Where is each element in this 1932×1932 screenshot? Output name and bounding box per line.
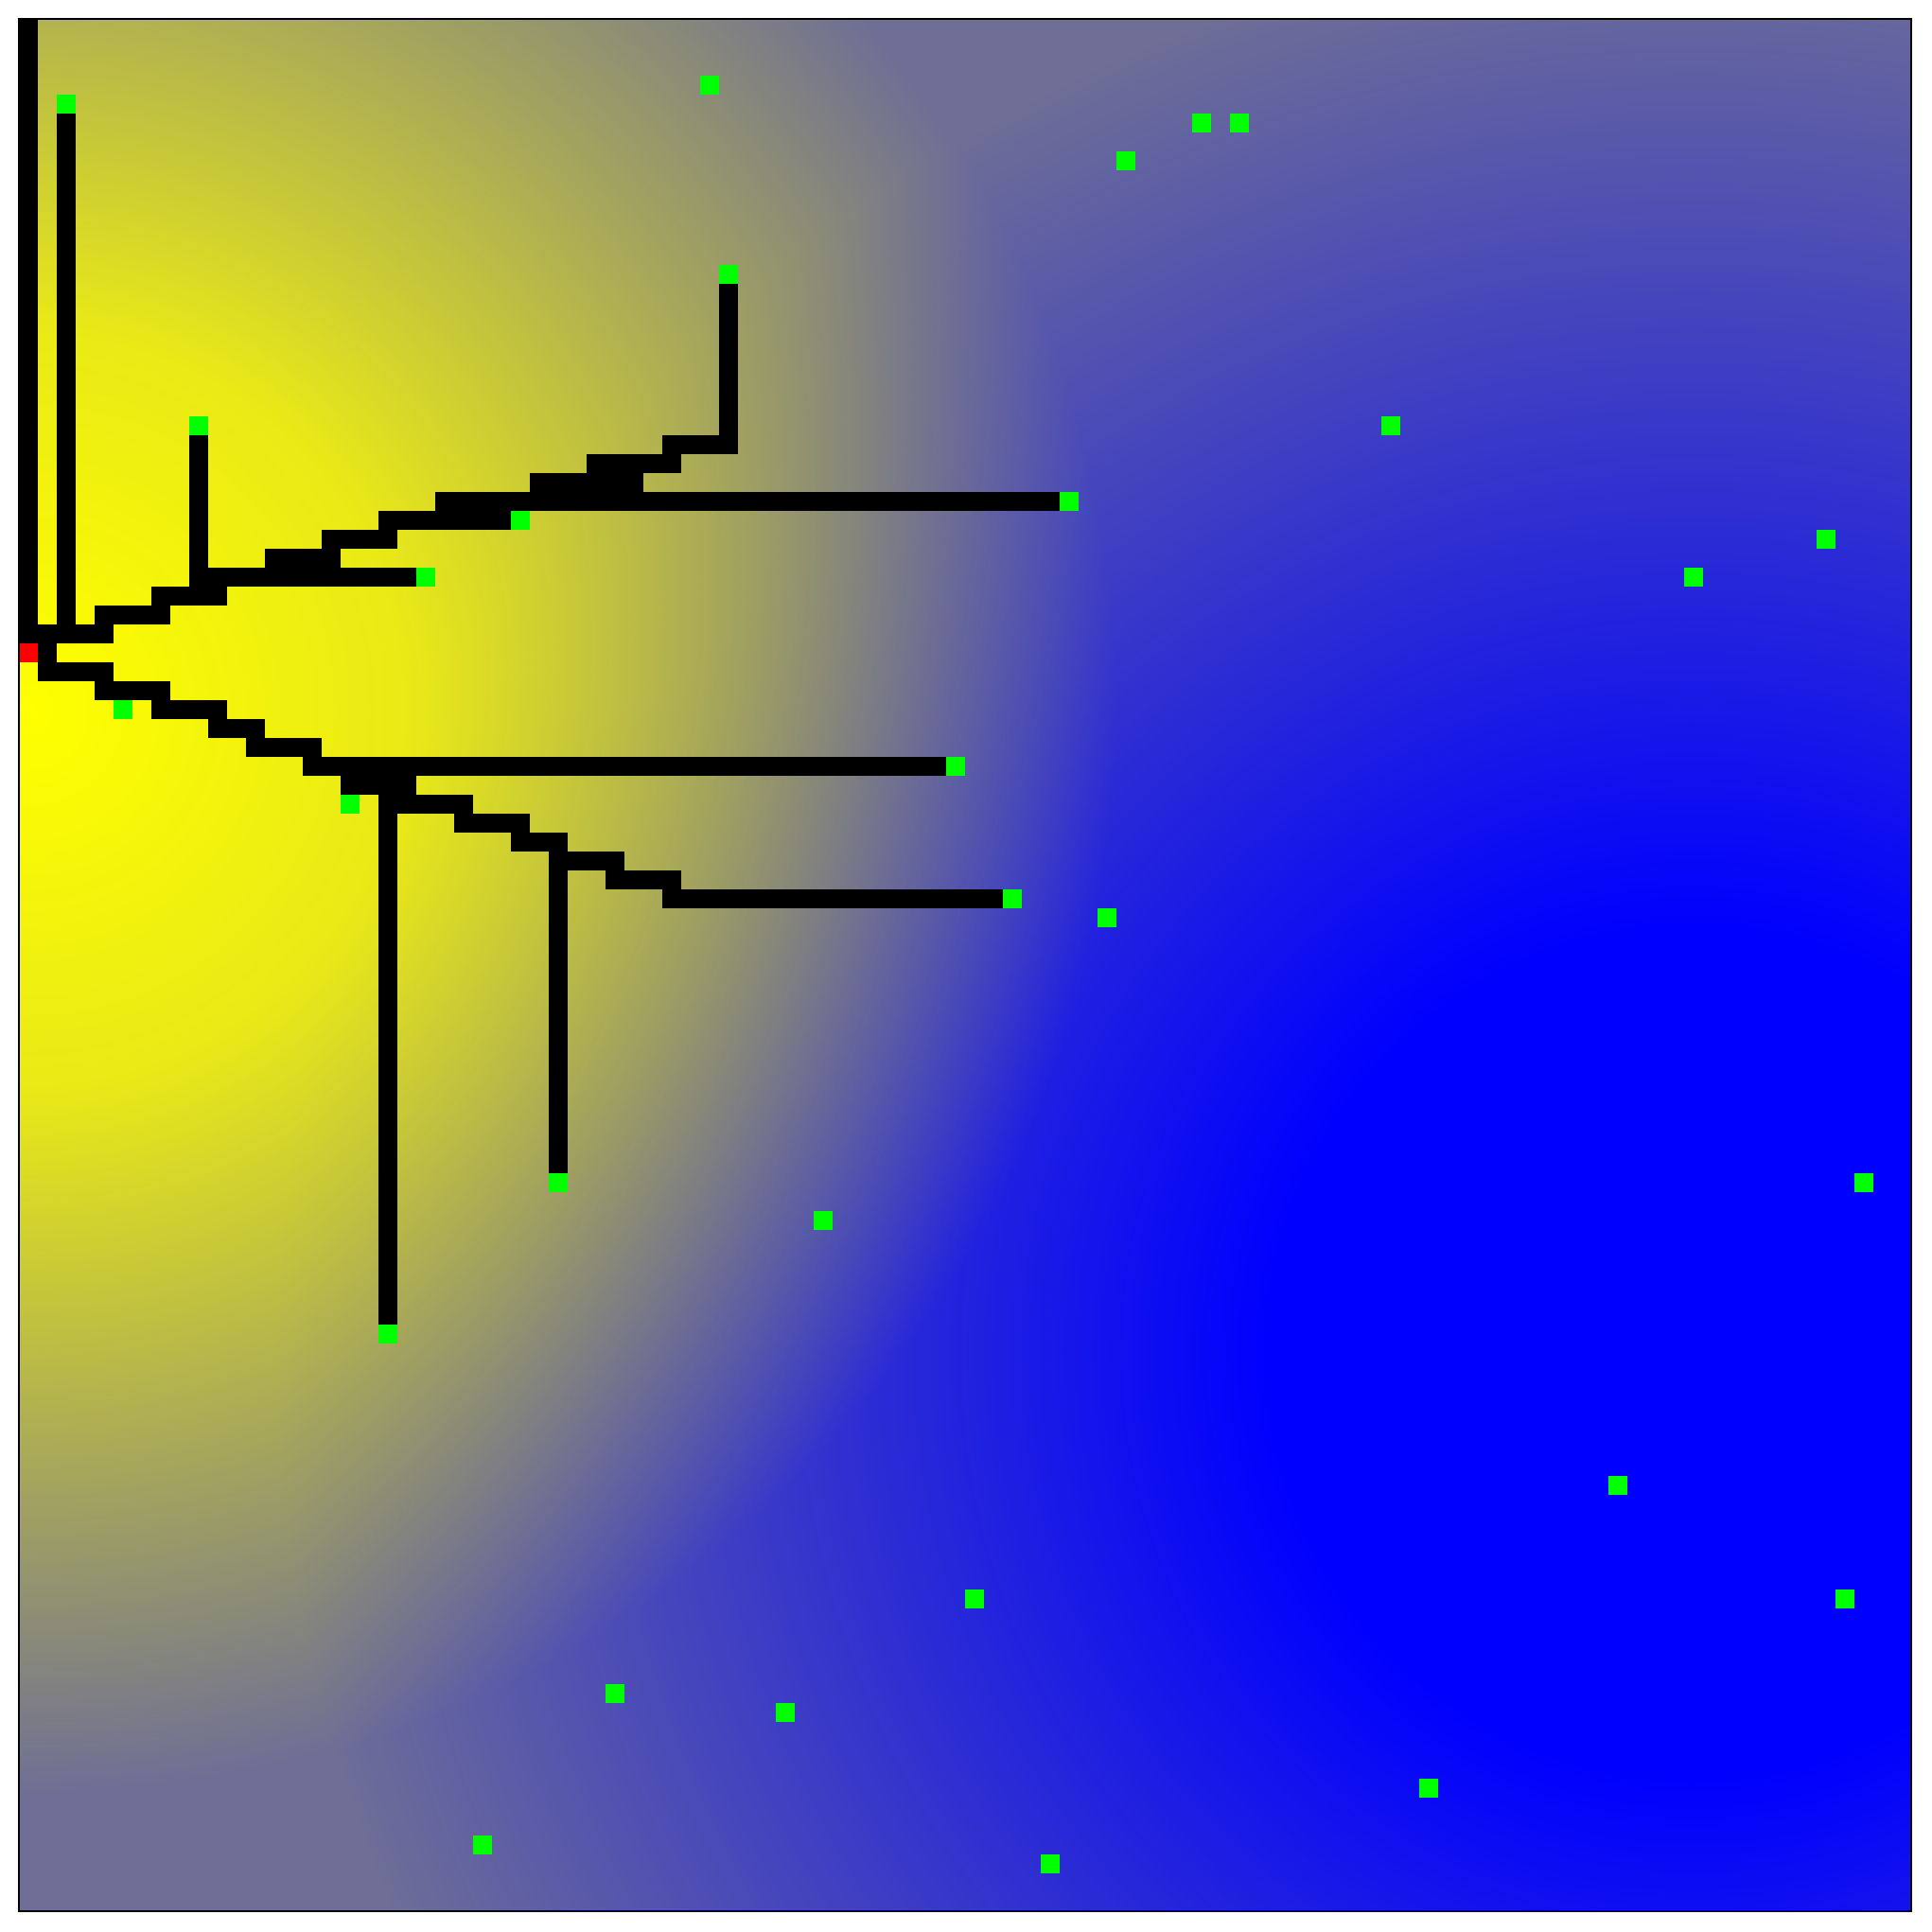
path-segment-3 [95,606,170,624]
path-segment-32 [662,889,1003,908]
goal-marker-13 [114,700,132,719]
source-marker [19,643,38,662]
goal-marker-10 [1817,530,1835,549]
source-marker-layer [19,643,38,662]
goal-marker-21 [378,1325,397,1344]
goal-marker-4 [1116,151,1135,170]
path-segment-20 [151,700,227,719]
path-segment-25 [378,776,397,1325]
goal-marker-28 [473,1835,492,1854]
path-segment-18 [38,662,114,681]
goal-marker-18 [549,1173,568,1192]
path-segment-5 [189,435,208,587]
path-segment-30 [549,852,568,1173]
path-segment-9 [322,530,397,549]
goal-marker-25 [606,1684,624,1703]
path-segment-7 [208,568,284,587]
path-segment-31 [606,870,681,889]
goal-marker-16 [1003,889,1022,908]
path-segment-8 [265,549,341,568]
goal-marker-9 [511,511,530,530]
goal-marker-3 [1230,114,1249,132]
path-segment-27 [454,814,530,833]
path-segment-21 [208,719,265,738]
path-segment-10 [378,511,511,530]
goal-marker-0 [57,95,76,114]
path-segment-19 [95,681,170,700]
goal-marker-22 [1608,1476,1627,1495]
hot-region [19,19,1911,1911]
goal-marker-7 [1381,416,1400,435]
path-segment-14 [587,454,681,473]
goal-marker-11 [416,568,435,587]
goal-marker-17 [1098,908,1116,927]
goal-marker-12 [1684,568,1703,587]
goal-marker-26 [776,1703,795,1722]
grid-border [18,18,1912,1912]
goal-marker-29 [1041,1854,1060,1873]
path-segment-26 [378,795,473,814]
goal-marker-6 [189,416,208,435]
goal-marker-20 [814,1211,833,1230]
goal-marker-24 [1835,1590,1854,1608]
path-segment-0 [19,19,38,643]
goal-marker-15 [341,795,360,814]
path-segment-12 [530,492,1060,511]
path-segment-28 [511,833,568,852]
path-segment-1 [57,114,76,643]
path-segment-13 [530,473,643,492]
goal-marker-2 [1192,114,1211,132]
goal-marker-5 [719,265,738,284]
path-network [19,19,1060,1325]
goal-marker-8 [1060,492,1079,511]
goal-marker-27 [1419,1779,1438,1798]
goal-marker-1 [700,76,719,95]
goal-marker-14 [946,757,965,776]
path-segment-4 [151,587,227,606]
goal-marker-23 [965,1590,984,1608]
path-segment-22 [246,738,322,757]
path-segment-23 [303,757,946,776]
path-segment-16 [719,284,738,454]
goal-marker-19 [1854,1173,1873,1192]
goal-markers [57,76,1873,1873]
path-segment-2 [19,624,114,643]
